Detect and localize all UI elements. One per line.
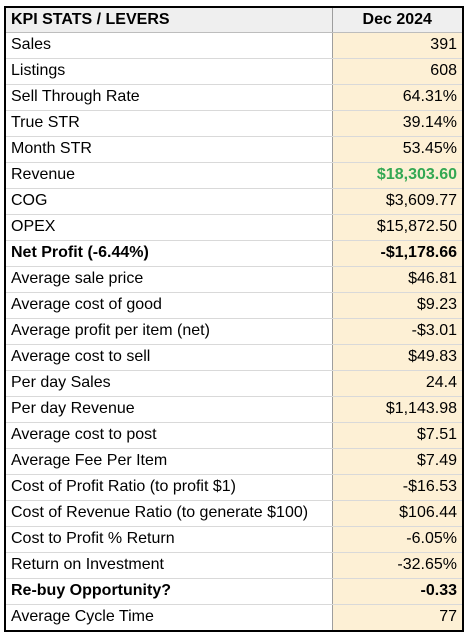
row-label-rebuy-opportunity[interactable]: Re-buy Opportunity?: [6, 578, 333, 605]
row-label-true-str[interactable]: True STR: [6, 110, 333, 137]
row-value-sales[interactable]: 391: [332, 32, 462, 59]
table-row: OPEX $15,872.50: [6, 214, 462, 241]
table-row: Month STR 53.45%: [6, 136, 462, 163]
table-row: Average Fee Per Item $7.49: [6, 448, 462, 475]
row-label-cost-to-profit-return[interactable]: Cost to Profit % Return: [6, 526, 333, 553]
row-value-revenue[interactable]: $18,303.60: [332, 162, 462, 189]
table-row: Net Profit (-6.44%) -$1,178.66: [6, 240, 462, 267]
row-value-rebuy-opportunity[interactable]: -0.33: [332, 578, 462, 605]
row-value-cost-of-profit-ratio[interactable]: -$16.53: [332, 474, 462, 501]
row-value-average-cost-of-good[interactable]: $9.23: [332, 292, 462, 319]
table-row: Cost of Revenue Ratio (to generate $100)…: [6, 500, 462, 527]
row-value-cog[interactable]: $3,609.77: [332, 188, 462, 215]
row-label-cost-of-revenue-ratio[interactable]: Cost of Revenue Ratio (to generate $100): [6, 500, 333, 527]
row-value-cost-of-revenue-ratio[interactable]: $106.44: [332, 500, 462, 527]
row-label-average-cost-of-good[interactable]: Average cost of good: [6, 292, 333, 319]
kpi-table: KPI STATS / LEVERS Dec 2024 Sales 391 Li…: [4, 6, 464, 632]
table-row: Average sale price $46.81: [6, 266, 462, 293]
table-row: Listings 608: [6, 58, 462, 85]
row-label-opex[interactable]: OPEX: [6, 214, 333, 241]
table-row: Revenue $18,303.60: [6, 162, 462, 189]
row-value-listings[interactable]: 608: [332, 58, 462, 85]
table-row: Re-buy Opportunity? -0.33: [6, 578, 462, 605]
table-row: Sales 391: [6, 32, 462, 59]
table-row: Average cost to post $7.51: [6, 422, 462, 449]
row-label-sell-through-rate[interactable]: Sell Through Rate: [6, 84, 333, 111]
table-row: COG $3,609.77: [6, 188, 462, 215]
row-value-return-on-investment[interactable]: -32.65%: [332, 552, 462, 579]
row-value-cost-to-profit-return[interactable]: -6.05%: [332, 526, 462, 553]
row-value-average-fee-per-item[interactable]: $7.49: [332, 448, 462, 475]
row-label-cost-of-profit-ratio[interactable]: Cost of Profit Ratio (to profit $1): [6, 474, 333, 501]
table-row: Cost of Profit Ratio (to profit $1) -$16…: [6, 474, 462, 501]
row-label-average-cost-to-post[interactable]: Average cost to post: [6, 422, 333, 449]
header-month-cell[interactable]: Dec 2024: [332, 8, 462, 33]
table-row: Sell Through Rate 64.31%: [6, 84, 462, 111]
table-row: Return on Investment -32.65%: [6, 552, 462, 579]
row-value-average-cycle-time[interactable]: 77: [332, 604, 462, 630]
row-value-per-day-sales[interactable]: 24.4: [332, 370, 462, 397]
row-value-true-str[interactable]: 39.14%: [332, 110, 462, 137]
table-row: Per day Sales 24.4: [6, 370, 462, 397]
row-value-net-profit[interactable]: -$1,178.66: [332, 240, 462, 267]
row-label-average-profit-per-item[interactable]: Average profit per item (net): [6, 318, 333, 345]
row-label-per-day-sales[interactable]: Per day Sales: [6, 370, 333, 397]
header-row: KPI STATS / LEVERS Dec 2024: [6, 8, 462, 33]
table-row: Cost to Profit % Return -6.05%: [6, 526, 462, 553]
table-row: Per day Revenue $1,143.98: [6, 396, 462, 423]
row-label-listings[interactable]: Listings: [6, 58, 333, 85]
header-label-cell[interactable]: KPI STATS / LEVERS: [6, 8, 333, 33]
row-label-cog[interactable]: COG: [6, 188, 333, 215]
table-row: True STR 39.14%: [6, 110, 462, 137]
table-row: Average profit per item (net) -$3.01: [6, 318, 462, 345]
table-row: Average cost of good $9.23: [6, 292, 462, 319]
row-value-opex[interactable]: $15,872.50: [332, 214, 462, 241]
row-label-per-day-revenue[interactable]: Per day Revenue: [6, 396, 333, 423]
row-label-month-str[interactable]: Month STR: [6, 136, 333, 163]
row-value-average-cost-to-post[interactable]: $7.51: [332, 422, 462, 449]
row-label-average-sale-price[interactable]: Average sale price: [6, 266, 333, 293]
row-value-per-day-revenue[interactable]: $1,143.98: [332, 396, 462, 423]
row-value-average-sale-price[interactable]: $46.81: [332, 266, 462, 293]
table-row: Average cost to sell $49.83: [6, 344, 462, 371]
kpi-grid: KPI STATS / LEVERS Dec 2024 Sales 391 Li…: [6, 8, 462, 630]
row-label-net-profit[interactable]: Net Profit (-6.44%): [6, 240, 333, 267]
row-value-sell-through-rate[interactable]: 64.31%: [332, 84, 462, 111]
row-value-month-str[interactable]: 53.45%: [332, 136, 462, 163]
row-label-sales[interactable]: Sales: [6, 32, 333, 59]
row-label-average-fee-per-item[interactable]: Average Fee Per Item: [6, 448, 333, 475]
row-label-average-cost-to-sell[interactable]: Average cost to sell: [6, 344, 333, 371]
row-label-average-cycle-time[interactable]: Average Cycle Time: [6, 604, 333, 630]
row-label-revenue[interactable]: Revenue: [6, 162, 333, 189]
row-label-return-on-investment[interactable]: Return on Investment: [6, 552, 333, 579]
row-value-average-cost-to-sell[interactable]: $49.83: [332, 344, 462, 371]
row-value-average-profit-per-item[interactable]: -$3.01: [332, 318, 462, 345]
table-row: Average Cycle Time 77: [6, 604, 462, 630]
